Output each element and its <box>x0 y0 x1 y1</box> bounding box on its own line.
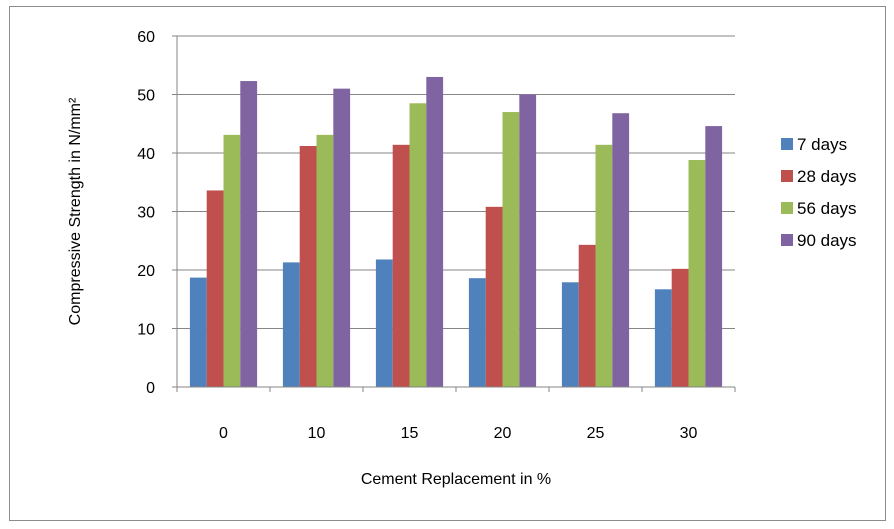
bar <box>333 88 351 388</box>
x-tick-label: 25 <box>587 425 605 442</box>
bar <box>223 134 241 387</box>
x-axis-ticks: 0 10 15 20 25 30 <box>176 387 736 442</box>
x-tick-label: 0 <box>219 425 228 442</box>
y-axis-ticks: 0 10 20 30 40 50 60 <box>137 29 178 397</box>
bar <box>316 134 334 387</box>
bars <box>189 76 723 388</box>
y-tick-label: 50 <box>137 88 155 105</box>
bar <box>519 94 537 387</box>
x-tick-label: 10 <box>308 425 326 442</box>
bar <box>206 190 224 387</box>
y-axis-title: Compressive Strength in N/mm² <box>67 97 84 325</box>
y-tick-label: 60 <box>137 29 155 46</box>
legend-swatch <box>781 170 793 182</box>
bar <box>595 144 613 387</box>
y-tick-label: 0 <box>146 380 155 397</box>
gridlines <box>177 35 735 329</box>
bar <box>502 112 520 388</box>
x-tick-label: 15 <box>401 425 419 442</box>
bar <box>578 244 596 387</box>
bar <box>299 145 317 387</box>
bar <box>468 278 486 387</box>
legend-label: 28 days <box>797 167 857 186</box>
chart-frame <box>9 6 886 521</box>
bar <box>189 277 207 387</box>
bar <box>392 144 410 387</box>
bar <box>561 282 579 387</box>
legend-swatch <box>781 234 793 246</box>
bar <box>485 206 503 387</box>
bar <box>282 262 300 387</box>
y-tick-label: 10 <box>137 322 155 339</box>
y-tick-label: 40 <box>137 146 155 163</box>
bar <box>409 103 427 388</box>
bar <box>705 126 723 387</box>
bar <box>612 113 630 387</box>
bar <box>654 289 672 387</box>
legend-label: 7 days <box>797 135 847 154</box>
bar <box>240 81 258 388</box>
legend-label: 90 days <box>797 231 857 250</box>
bar <box>375 259 393 387</box>
bar <box>671 268 689 387</box>
x-tick-label: 20 <box>494 425 512 442</box>
legend-swatch <box>781 202 793 214</box>
legend-label: 56 days <box>797 199 857 218</box>
legend-swatch <box>781 138 793 150</box>
y-tick-label: 20 <box>137 263 155 280</box>
legend: 7 days 28 days 56 days 90 days <box>781 135 857 250</box>
x-axis-title: Cement Replacement in % <box>361 471 551 488</box>
bar <box>688 160 706 387</box>
bar <box>426 76 444 387</box>
y-tick-label: 30 <box>137 205 155 222</box>
x-tick-label: 30 <box>680 425 698 442</box>
